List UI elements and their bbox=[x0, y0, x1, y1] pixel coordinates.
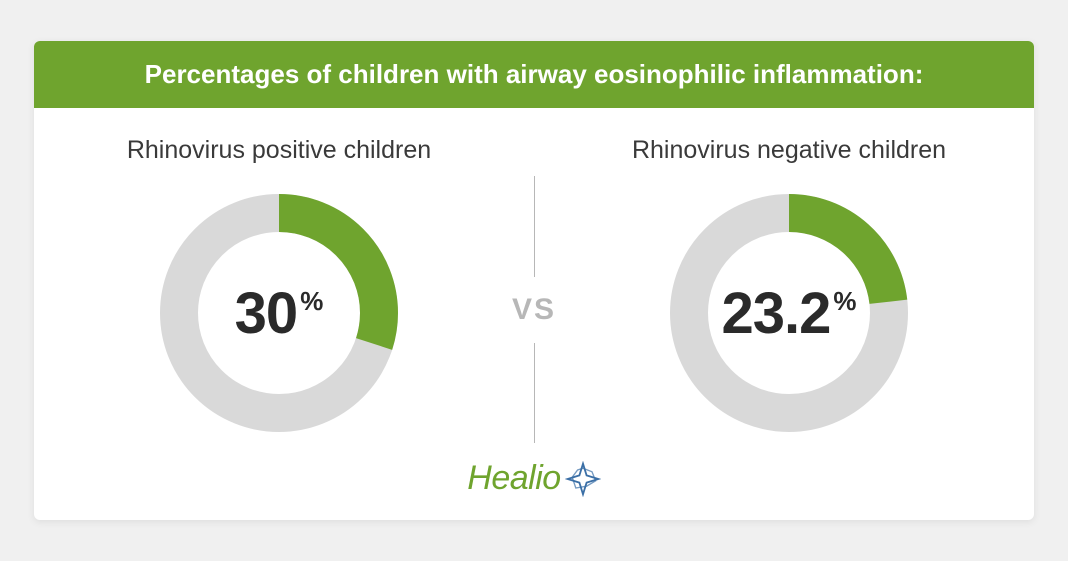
left-donut-center: 30 % bbox=[149, 183, 409, 443]
footer: Healio bbox=[34, 455, 1034, 520]
right-donut-center: 23.2 % bbox=[659, 183, 919, 443]
header-title: Percentages of children with airway eosi… bbox=[145, 59, 924, 89]
divider: VS bbox=[494, 136, 574, 443]
divider-line-top bbox=[534, 176, 535, 277]
left-panel-title: Rhinovirus positive children bbox=[127, 136, 431, 165]
right-percent-symbol: % bbox=[833, 286, 856, 317]
divider-line-bottom bbox=[534, 343, 535, 444]
right-donut-chart: 23.2 % bbox=[659, 183, 919, 443]
right-panel-title: Rhinovirus negative children bbox=[632, 136, 946, 165]
left-percent-symbol: % bbox=[300, 286, 323, 317]
content-area: Rhinovirus positive children 30 % VS Rhi… bbox=[34, 108, 1034, 455]
logo-text: Healio bbox=[467, 459, 560, 498]
logo-star-icon bbox=[565, 461, 601, 497]
right-panel: Rhinovirus negative children 23.2 % bbox=[574, 136, 1004, 443]
left-value: 30 bbox=[235, 280, 298, 347]
header-bar: Percentages of children with airway eosi… bbox=[34, 41, 1034, 108]
left-donut-chart: 30 % bbox=[149, 183, 409, 443]
right-value: 23.2 bbox=[721, 280, 830, 347]
left-panel: Rhinovirus positive children 30 % bbox=[64, 136, 494, 443]
vs-label: VS bbox=[512, 277, 556, 343]
infographic-card: Percentages of children with airway eosi… bbox=[34, 41, 1034, 520]
